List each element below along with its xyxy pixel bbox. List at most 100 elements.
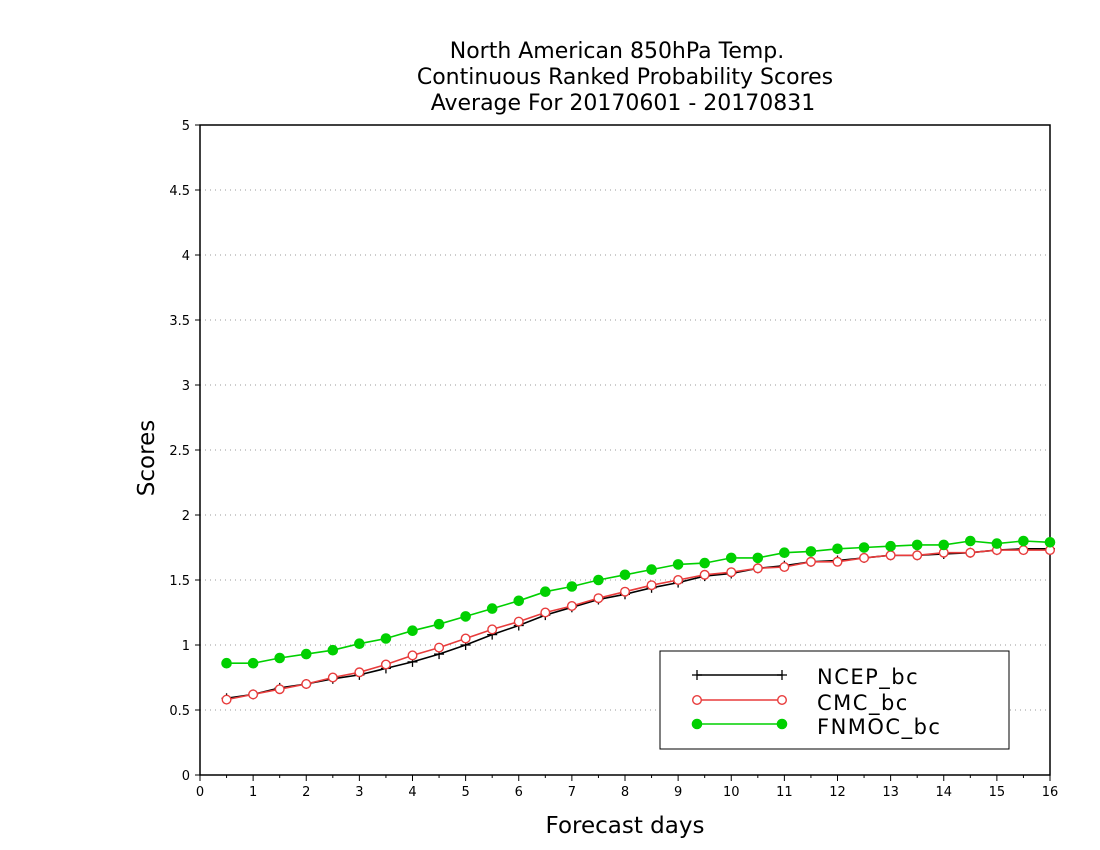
data-point-fnmoc-bc [540, 586, 551, 598]
data-point-fnmoc-bc [619, 569, 631, 581]
data-point-cmc-bc [912, 550, 923, 561]
legend-marker-fnmoc-bc [691, 718, 703, 730]
data-point-cmc-bc [726, 567, 737, 578]
data-point-fnmoc-bc [725, 552, 737, 564]
x-tick-label: 6 [515, 785, 523, 800]
legend-sample-cmc-bc [692, 695, 788, 706]
series-layer [221, 535, 1056, 705]
data-point-fnmoc-bc [407, 625, 418, 637]
legend-sample-ncep-bc [692, 670, 787, 680]
x-tick-label: 1 [249, 785, 257, 800]
x-tick-label: 14 [935, 785, 952, 800]
x-tick-label: 5 [461, 785, 469, 800]
series-cmc-bc [221, 545, 1055, 705]
data-point-fnmoc-bc [965, 535, 976, 547]
data-point-cmc-bc [1018, 545, 1029, 556]
data-point-fnmoc-bc [433, 618, 445, 630]
x-tick-label: 11 [776, 785, 793, 800]
data-point-cmc-bc [832, 556, 843, 567]
chart-title-line-1: North American 850hPa Temp. [450, 39, 785, 64]
chart-title-line-2: Continuous Ranked Probability Scores [417, 65, 833, 90]
data-point-fnmoc-bc [566, 581, 578, 592]
x-tick-label: 3 [355, 785, 363, 800]
y-tick-label: 4.5 [169, 184, 190, 199]
legend-sample-fnmoc-bc [691, 718, 788, 730]
data-point-fnmoc-bc [354, 638, 365, 650]
data-point-cmc-bc [540, 607, 551, 618]
grid-lines [200, 189, 1050, 711]
data-point-cmc-bc [699, 569, 710, 580]
data-point-cmc-bc [221, 694, 232, 705]
data-point-cmc-bc [460, 633, 471, 644]
data-point-cmc-bc [752, 563, 763, 574]
chart-title-line-3: Average For 20170601 - 20170831 [431, 91, 816, 116]
plot-frame [199, 124, 1051, 776]
y-axis-label: Scores [134, 420, 160, 496]
legend-marker-cmc-bc [692, 695, 703, 706]
data-point-fnmoc-bc [1044, 537, 1056, 548]
data-point-cmc-bc [593, 593, 604, 604]
data-point-fnmoc-bc [247, 657, 259, 669]
data-point-fnmoc-bc [805, 546, 817, 557]
data-point-fnmoc-bc [858, 542, 870, 553]
data-point-fnmoc-bc [885, 540, 896, 552]
data-point-fnmoc-bc [938, 539, 950, 551]
x-tick-label: 15 [989, 785, 1006, 800]
y-axis-ticks: 0 0.5 1 1.5 2 2.5 3 3.5 4 4.5 5 [169, 119, 200, 784]
data-point-cmc-bc [965, 547, 976, 558]
x-tick-label: 10 [723, 785, 740, 800]
data-point-fnmoc-bc [300, 648, 312, 660]
data-point-cmc-bc [327, 672, 338, 683]
data-point-fnmoc-bc [911, 539, 923, 551]
data-point-fnmoc-bc [460, 611, 471, 622]
data-point-cmc-bc [301, 679, 312, 690]
x-axis-ticks: 0 1 2 3 4 5 6 7 8 9 10 11 12 13 14 15 16 [196, 775, 1058, 800]
legend: NCEP_bc CMC_bc FNMOC_bc [659, 650, 1010, 750]
data-point-cmc-bc [434, 642, 445, 653]
x-tick-label: 13 [882, 785, 899, 800]
data-point-cmc-bc [487, 624, 498, 635]
data-point-fnmoc-bc [593, 574, 604, 586]
data-point-cmc-bc [566, 601, 577, 612]
data-point-cmc-bc [248, 689, 259, 700]
data-point-cmc-bc [620, 586, 631, 597]
data-point-cmc-bc [779, 562, 790, 573]
x-tick-label: 16 [1042, 785, 1059, 800]
y-tick-label: 0.5 [169, 704, 190, 719]
data-point-fnmoc-bc [779, 547, 790, 559]
data-point-fnmoc-bc [672, 559, 684, 570]
y-tick-label: 5 [182, 119, 190, 134]
series-fnmoc-bc [221, 535, 1056, 669]
data-point-fnmoc-bc [221, 657, 232, 669]
legend-label-fnmoc: FNMOC_bc [817, 715, 941, 740]
data-point-fnmoc-bc [832, 543, 843, 555]
x-tick-label: 2 [302, 785, 310, 800]
legend-marker-fnmoc-bc [776, 718, 788, 730]
x-axis-label: Forecast days [546, 813, 705, 839]
data-point-cmc-bc [407, 650, 418, 661]
y-tick-label: 2 [182, 509, 190, 524]
data-point-cmc-bc [885, 550, 896, 561]
legend-marker-ncep-bc [692, 670, 702, 680]
data-point-cmc-bc [859, 552, 870, 563]
x-tick-label: 4 [408, 785, 416, 800]
data-point-fnmoc-bc [274, 652, 285, 664]
x-tick-label: 8 [621, 785, 629, 800]
x-tick-label: 7 [568, 785, 576, 800]
data-point-cmc-bc [673, 575, 684, 586]
data-point-fnmoc-bc [327, 644, 339, 656]
y-tick-label: 2.5 [169, 444, 190, 459]
y-tick-label: 4 [182, 249, 190, 264]
data-point-fnmoc-bc [486, 603, 498, 614]
data-point-fnmoc-bc [646, 564, 657, 575]
y-tick-label: 1 [182, 639, 190, 654]
data-point-fnmoc-bc [1018, 535, 1029, 547]
data-point-fnmoc-bc [752, 552, 764, 564]
legend-label-ncep: NCEP_bc [817, 665, 919, 690]
data-point-fnmoc-bc [699, 557, 710, 569]
legend-samples [691, 670, 788, 730]
data-point-fnmoc-bc [991, 538, 1003, 549]
legend-marker-cmc-bc [777, 695, 788, 706]
data-point-cmc-bc [805, 556, 816, 567]
